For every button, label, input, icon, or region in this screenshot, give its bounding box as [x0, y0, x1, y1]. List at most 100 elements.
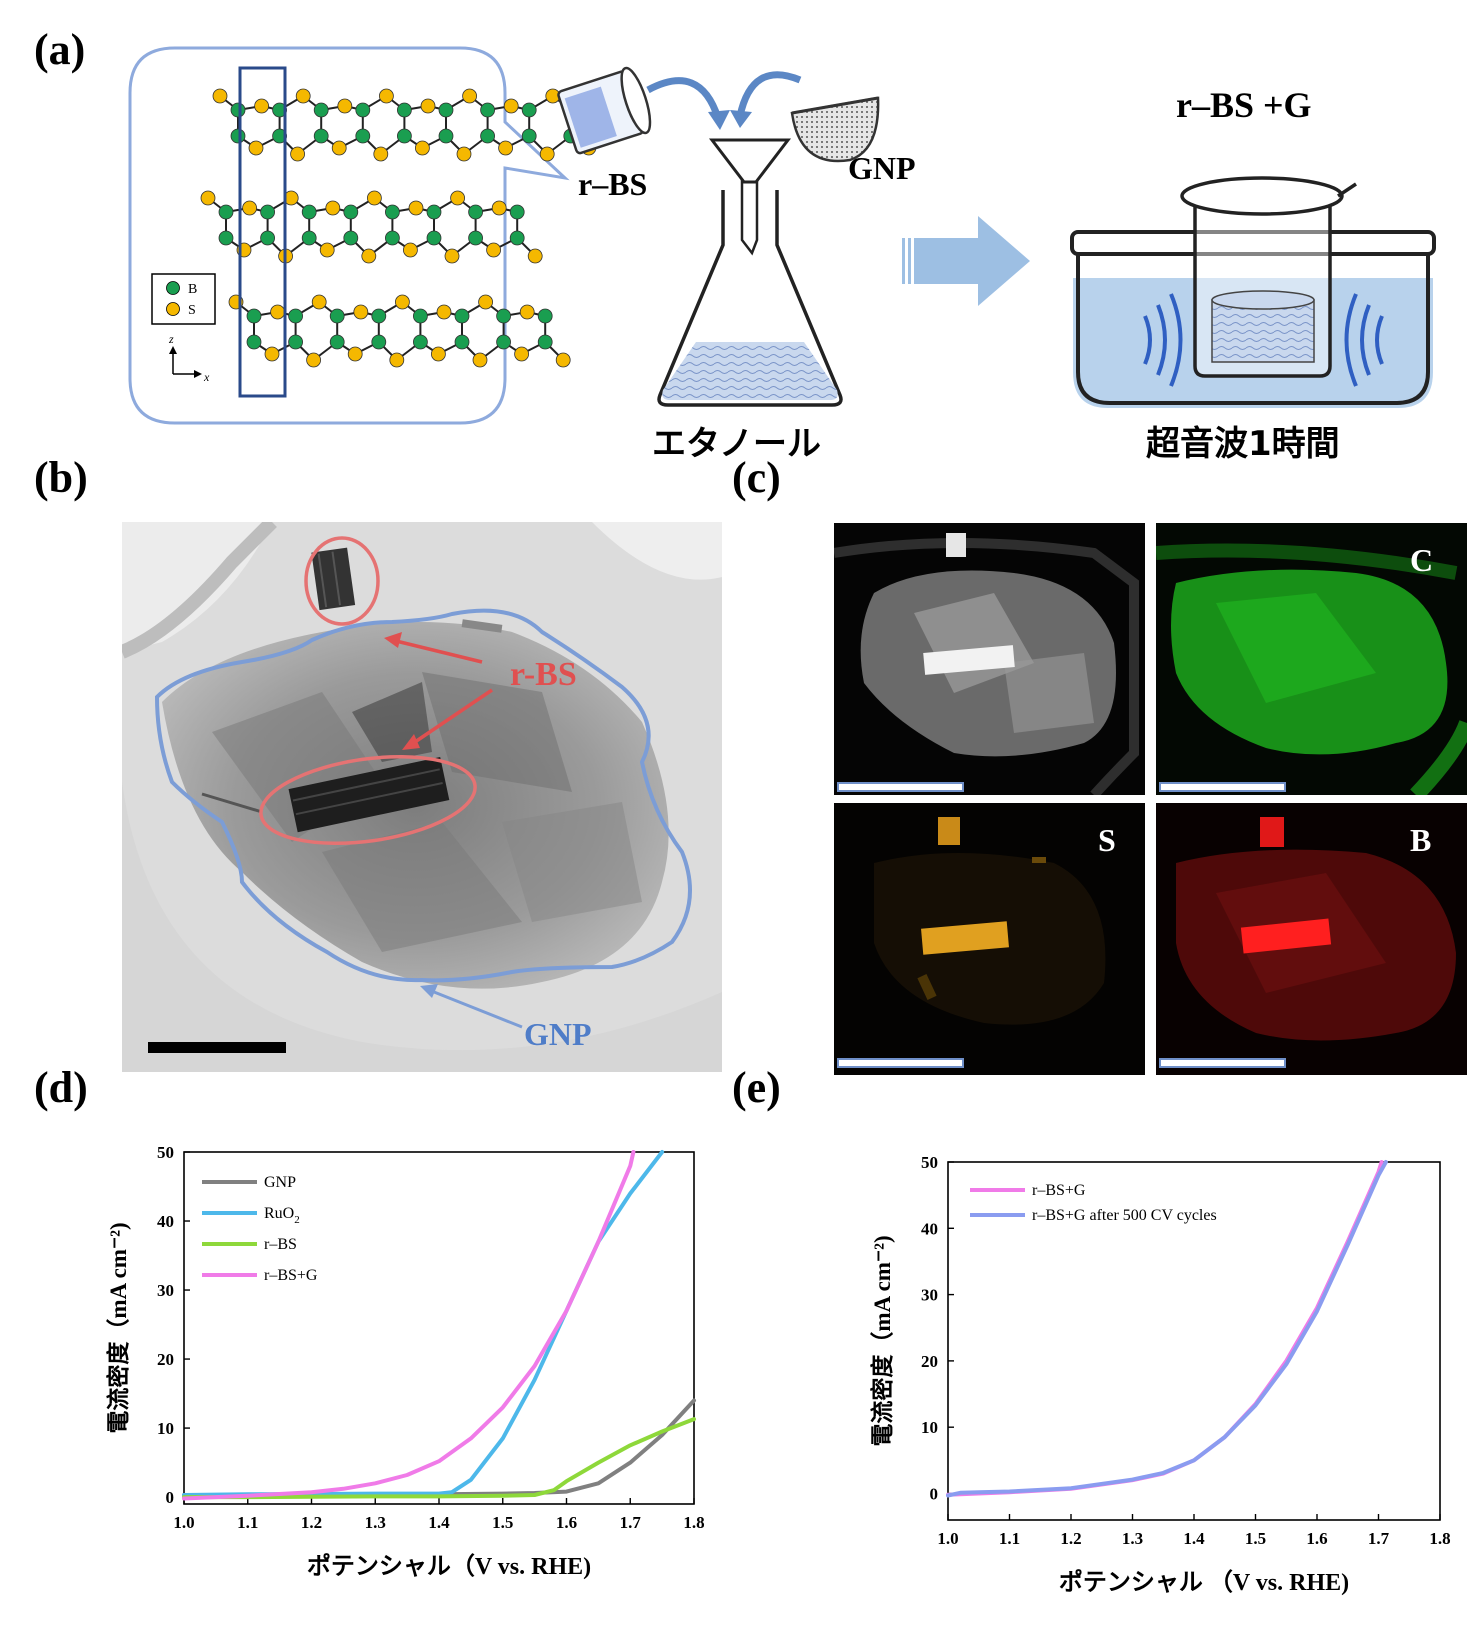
x-tick-label: 1.4 — [428, 1513, 450, 1532]
y-tick-label: 30 — [157, 1281, 174, 1300]
sulfur-atom — [420, 98, 436, 114]
boron-atom — [412, 308, 428, 324]
boron-atom — [272, 102, 288, 118]
sulfur-atom — [200, 190, 216, 206]
sonication-label: 超音波1時間 — [1146, 424, 1340, 464]
legend-label: RuO2 — [264, 1205, 300, 1226]
y-tick-label: 40 — [157, 1212, 174, 1231]
boron-atom — [480, 128, 496, 144]
boron-atom — [313, 128, 329, 144]
boron-atom — [301, 204, 317, 220]
sulfur-atom — [555, 352, 571, 368]
x-tick-label: 1.3 — [365, 1513, 386, 1532]
sulfur-atom — [402, 242, 418, 258]
eds-carbon-map — [1156, 523, 1467, 795]
sulfur-atom — [450, 190, 466, 206]
legend-s-text: S — [188, 303, 196, 318]
boron-atom — [343, 204, 359, 220]
sulfur-atom — [353, 304, 369, 320]
axis-z-text: z — [168, 332, 174, 346]
x-tick-label: 1.1 — [237, 1513, 258, 1532]
boron-atom — [496, 334, 512, 350]
x-tick-label: 1.6 — [556, 1513, 577, 1532]
axis-x-text: x — [203, 370, 210, 384]
sulfur-atom — [378, 88, 394, 104]
boron-atom — [246, 308, 262, 324]
boron-atom — [468, 204, 484, 220]
rbs-label: r–BS — [578, 166, 648, 202]
sulfur-atom — [491, 200, 507, 216]
eds-boron-map — [1156, 803, 1467, 1075]
eds-sulfur-label: S — [1098, 822, 1116, 858]
panel-label-d: (d) — [34, 1063, 88, 1112]
ultrasonic-bath — [1070, 176, 1436, 408]
series-line — [182, 1150, 636, 1501]
sulfur-atom — [212, 88, 228, 104]
y-tick-label: 0 — [166, 1488, 175, 1507]
x-tick-label: 1.7 — [620, 1513, 642, 1532]
sulfur-atom — [319, 242, 335, 258]
series-line — [182, 1398, 696, 1497]
boron-atom — [537, 308, 553, 324]
panel-label-a: (a) — [34, 25, 86, 74]
y-tick-label: 20 — [157, 1350, 174, 1369]
boron-atom — [396, 102, 412, 118]
sulfur-atom — [325, 200, 341, 216]
sulfur-atom — [290, 146, 306, 162]
sulfur-atom — [414, 140, 430, 156]
boron-atom — [301, 230, 317, 246]
boron-atom — [509, 230, 525, 246]
boron-atom — [537, 334, 553, 350]
scale-bar — [148, 1042, 286, 1053]
eds-boron-label: B — [1410, 822, 1432, 858]
boron-atom — [496, 308, 512, 324]
tem-rbs-label: r-BS — [510, 656, 577, 693]
x-axis-label: ポテンシャル （V vs. RHE) — [1059, 1568, 1349, 1596]
y-axis-label: 電流密度（mA cm⁻²) — [105, 1222, 131, 1433]
sulfur-atom — [498, 140, 514, 156]
y-tick-label: 10 — [157, 1419, 174, 1438]
boron-atom — [426, 204, 442, 220]
y-tick-label: 50 — [921, 1153, 938, 1172]
boron-atom — [288, 308, 304, 324]
boron-atom — [288, 334, 304, 350]
sulfur-atom — [503, 98, 519, 114]
unit-cell-highlight — [238, 66, 287, 398]
sulfur-atom — [248, 140, 264, 156]
sulfur-atom — [472, 352, 488, 368]
x-tick-label: 1.4 — [1183, 1529, 1205, 1548]
boron-atom — [509, 204, 525, 220]
legend-label: r–BS+G after 500 CV cycles — [1032, 1207, 1217, 1224]
boron-atom — [454, 308, 470, 324]
x-tick-label: 1.2 — [1060, 1529, 1081, 1548]
x-tick-label: 1.2 — [301, 1513, 322, 1532]
sulfur-atom — [478, 294, 494, 310]
ethanol-label: エタノール — [652, 424, 821, 464]
panel-label-c: (c) — [732, 453, 781, 502]
sulfur-atom — [539, 146, 555, 162]
boron-atom — [384, 204, 400, 220]
boron-atom — [272, 128, 288, 144]
boron-atom — [343, 230, 359, 246]
boron-atom — [218, 204, 234, 220]
tem-gnp-label: GNP — [524, 1016, 592, 1052]
gnp-outline — [154, 608, 692, 983]
sulfur-atom — [264, 346, 280, 362]
sulfur-atom — [242, 200, 258, 216]
y-axis-label: 電流密度（mA cm⁻²) — [869, 1235, 895, 1446]
x-tick-label: 1.5 — [1245, 1529, 1266, 1548]
gnp-label: GNP — [848, 150, 916, 186]
crystal-structure — [200, 88, 597, 368]
sulfur-atom — [436, 304, 452, 320]
sulfur-atom — [361, 248, 377, 264]
boron-atom — [426, 230, 442, 246]
boron-atom — [480, 102, 496, 118]
boron-atom — [371, 334, 387, 350]
legend-label: r–BS+G — [1032, 1182, 1086, 1199]
sulfur-atom — [331, 140, 347, 156]
product-label: r–BS +G — [1176, 85, 1312, 125]
y-tick-label: 30 — [921, 1286, 938, 1305]
boron-atom — [260, 230, 276, 246]
series-line — [182, 1150, 665, 1497]
gnp-bowl — [790, 96, 880, 163]
